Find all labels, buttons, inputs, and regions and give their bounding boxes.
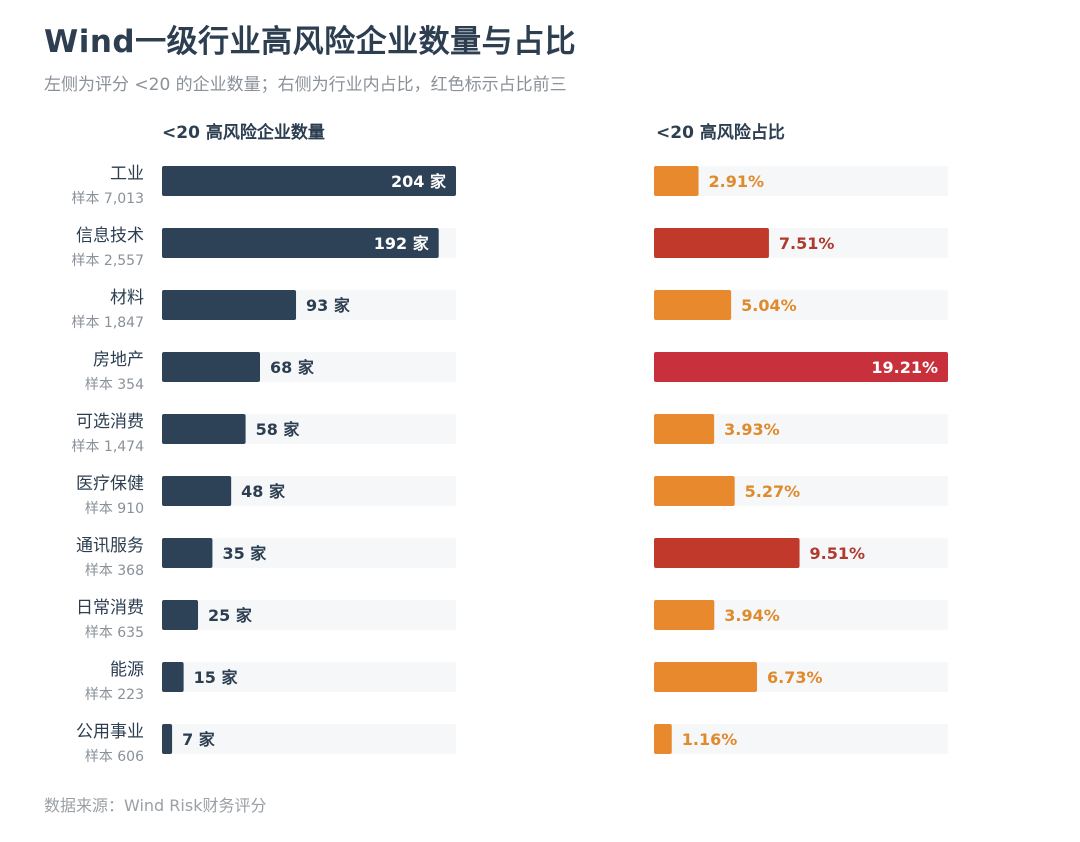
count-bar [162, 290, 297, 320]
count-value-label: 35 家 [222, 544, 267, 563]
chart-title: Wind一级行业高风险企业数量与占比 [44, 24, 577, 60]
count-value-label: 7 家 [182, 730, 216, 749]
category-label: 能源 [110, 660, 144, 680]
data-source: 数据来源：Wind Risk财务评分 [44, 796, 267, 815]
count-bar [162, 228, 439, 258]
count-value-label: 58 家 [256, 420, 301, 439]
share-value-label: 2.91% [709, 172, 765, 191]
count-bar [162, 476, 232, 506]
share-track [654, 600, 948, 630]
sample-label: 样本 7,013 [71, 191, 144, 207]
share-value-label: 5.04% [741, 296, 797, 315]
sample-label: 样本 2,557 [71, 253, 144, 269]
count-bar [162, 662, 184, 692]
share-track [654, 166, 948, 196]
share-value-label: 6.73% [767, 668, 823, 687]
count-value-label: 204 家 [391, 172, 447, 191]
count-track [162, 538, 456, 568]
share-track [654, 724, 948, 754]
count-track [162, 662, 456, 692]
share-track [654, 414, 948, 444]
share-bar [654, 166, 699, 196]
count-value-label: 68 家 [270, 358, 315, 377]
category-label: 信息技术 [76, 226, 144, 246]
chart-subtitle: 左侧为评分 <20 的企业数量；右侧为行业内占比，红色标示占比前三 [44, 75, 567, 95]
count-value-label: 192 家 [374, 234, 430, 253]
right-column-header: <20 高风险占比 [656, 123, 785, 143]
category-label: 材料 [110, 288, 144, 308]
share-value-label: 1.16% [682, 730, 738, 749]
sample-label: 样本 223 [85, 687, 144, 703]
category-label: 通讯服务 [76, 536, 144, 556]
share-bar [654, 662, 757, 692]
count-value-label: 25 家 [208, 606, 253, 625]
share-bar [654, 538, 800, 568]
share-value-label: 3.94% [724, 606, 780, 625]
count-bar [162, 600, 199, 630]
share-value-label: 7.51% [779, 234, 835, 253]
sample-label: 样本 606 [85, 749, 144, 765]
share-bar [654, 228, 769, 258]
share-bar [654, 476, 735, 506]
category-label: 工业 [110, 164, 144, 184]
count-bar [162, 166, 456, 196]
share-bar [654, 352, 948, 382]
share-bar [654, 600, 715, 630]
share-value-label: 5.27% [745, 482, 801, 501]
category-label: 可选消费 [76, 412, 144, 432]
category-label: 医疗保健 [76, 474, 144, 494]
share-bar [654, 290, 732, 320]
count-bar [162, 538, 213, 568]
sample-label: 样本 1,847 [71, 315, 144, 331]
count-bar [162, 724, 173, 754]
share-bar [654, 414, 715, 444]
sample-label: 样本 368 [85, 563, 144, 579]
count-track [162, 476, 456, 506]
count-bar [162, 352, 260, 382]
count-track [162, 724, 456, 754]
count-track [162, 600, 456, 630]
share-value-label: 19.21% [871, 358, 938, 377]
count-value-label: 93 家 [306, 296, 351, 315]
sample-label: 样本 354 [85, 377, 144, 393]
sample-label: 样本 910 [85, 501, 144, 517]
category-label: 公用事业 [76, 722, 144, 742]
count-value-label: 15 家 [194, 668, 239, 687]
share-bar [654, 724, 672, 754]
count-bar [162, 414, 246, 444]
share-value-label: 3.93% [724, 420, 780, 439]
category-label: 日常消费 [76, 598, 144, 618]
sample-label: 样本 635 [85, 625, 144, 641]
left-column-header: <20 高风险企业数量 [162, 123, 325, 143]
count-value-label: 48 家 [241, 482, 286, 501]
category-label: 房地产 [93, 350, 144, 370]
sample-label: 样本 1,474 [71, 439, 144, 455]
share-value-label: 9.51% [810, 544, 866, 563]
